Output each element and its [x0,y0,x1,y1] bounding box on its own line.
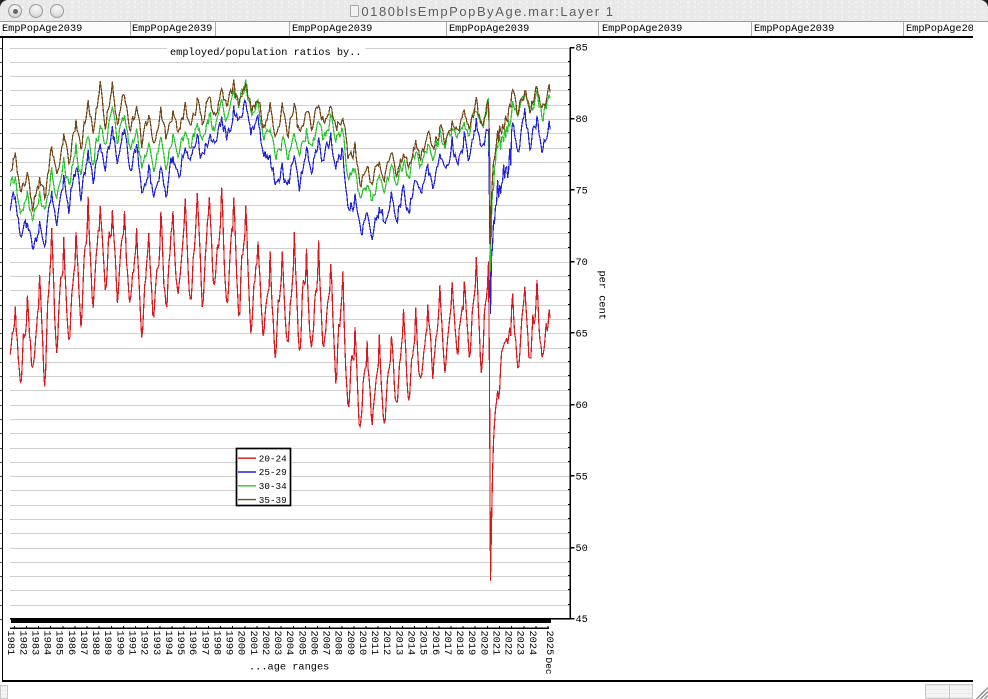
svg-text:30-34: 30-34 [259,481,287,492]
svg-text:1988: 1988 [89,631,101,656]
svg-text:2008: 2008 [332,631,344,656]
svg-text:50: 50 [576,543,588,555]
svg-text:2001: 2001 [247,631,259,656]
svg-text:1994: 1994 [162,631,174,656]
svg-text:1995: 1995 [174,631,186,656]
svg-text:2010: 2010 [356,631,368,656]
svg-text:2014: 2014 [405,631,417,656]
svg-text:2003: 2003 [271,631,283,656]
svg-text:1992: 1992 [138,631,150,656]
svg-text:2018: 2018 [453,631,465,656]
svg-text:60: 60 [576,400,588,412]
svg-text:2025: 2025 [543,631,555,656]
svg-text:2021: 2021 [489,631,501,656]
svg-text:2007: 2007 [320,631,332,656]
svg-text:65: 65 [576,328,588,340]
svg-text:2002: 2002 [259,631,271,656]
svg-text:2020: 2020 [477,631,489,656]
svg-text:1986: 1986 [65,631,77,656]
svg-text:1985: 1985 [53,631,65,656]
svg-text:55: 55 [576,471,588,483]
svg-text:2017: 2017 [441,631,453,656]
svg-text:per cent: per cent [596,271,608,320]
svg-text:35-39: 35-39 [259,495,287,506]
svg-text:2000: 2000 [235,631,247,656]
svg-text:2006: 2006 [307,631,319,656]
svg-text:1983: 1983 [29,631,41,656]
svg-text:1997: 1997 [198,631,210,656]
svg-text:2022: 2022 [502,631,514,656]
svg-text:2024: 2024 [526,631,538,656]
svg-text:2023: 2023 [514,631,526,656]
svg-text:80: 80 [576,114,588,126]
svg-text:2009: 2009 [344,631,356,656]
svg-text:70: 70 [576,257,588,269]
svg-text:1987: 1987 [77,631,89,656]
svg-text:2015: 2015 [417,631,429,656]
svg-text:2016: 2016 [429,631,441,656]
svg-text:...age ranges: ...age ranges [249,662,329,674]
svg-text:1982: 1982 [16,631,28,656]
svg-text:75: 75 [576,186,588,198]
svg-text:1991: 1991 [126,631,138,656]
svg-text:employed/population ratios by.: employed/population ratios by.. [170,47,362,59]
svg-text:Dec: Dec [543,658,554,675]
svg-text:25-29: 25-29 [259,467,287,478]
svg-text:1993: 1993 [150,631,162,656]
svg-text:1984: 1984 [41,631,53,656]
svg-text:2013: 2013 [392,631,404,656]
svg-text:1981: 1981 [4,631,16,656]
svg-text:2012: 2012 [380,631,392,656]
svg-text:85: 85 [576,43,588,55]
svg-text:2019: 2019 [465,631,477,656]
svg-text:45: 45 [576,614,588,626]
svg-text:1999: 1999 [223,631,235,656]
svg-text:1996: 1996 [186,631,198,656]
svg-text:2004: 2004 [283,631,295,656]
svg-text:1990: 1990 [113,631,125,656]
svg-text:1998: 1998 [210,631,222,656]
svg-text:2011: 2011 [368,631,380,656]
svg-text:2005: 2005 [295,631,307,656]
svg-text:1989: 1989 [101,631,113,656]
svg-text:20-24: 20-24 [259,453,287,464]
